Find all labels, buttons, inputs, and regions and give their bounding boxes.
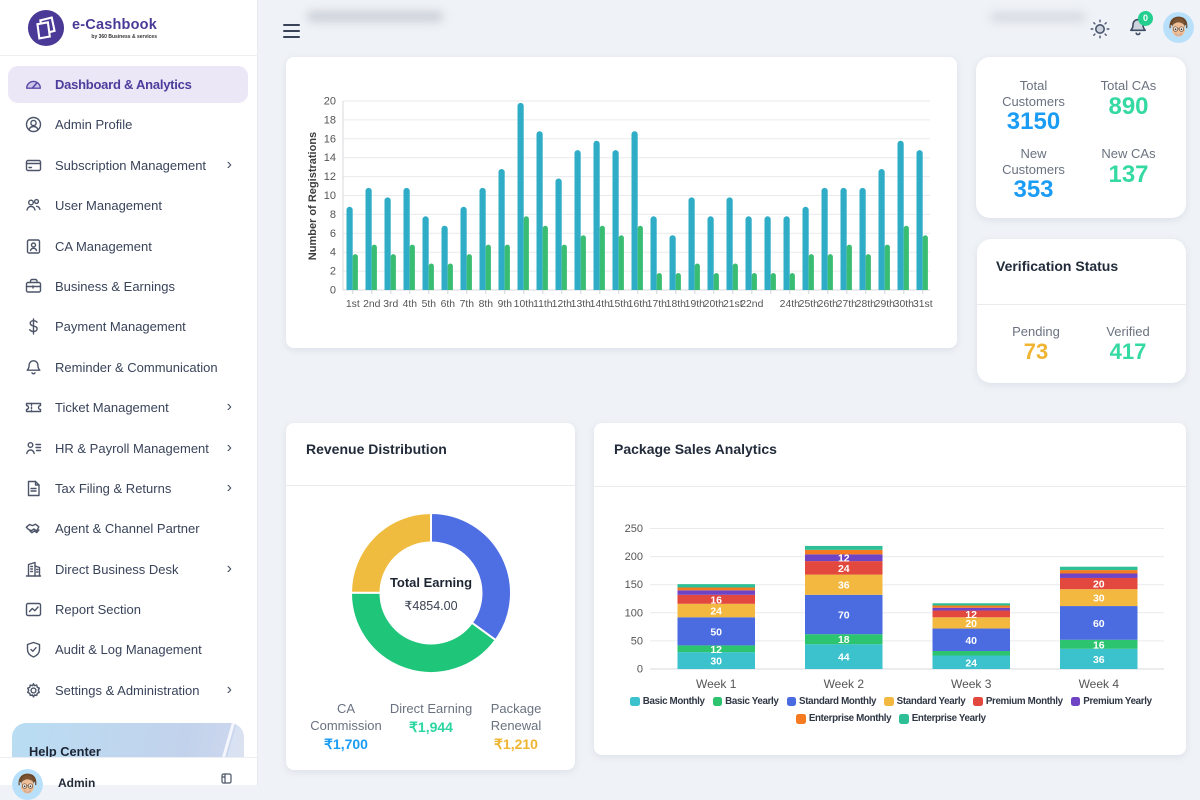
svg-text:12: 12: [838, 553, 850, 565]
svg-text:14: 14: [324, 152, 336, 164]
svg-text:24: 24: [710, 606, 722, 618]
svg-text:Week 2: Week 2: [824, 677, 865, 691]
svg-text:10: 10: [324, 190, 336, 202]
svg-text:200: 200: [625, 551, 643, 563]
svg-text:30: 30: [1093, 593, 1105, 605]
svg-text:1st: 1st: [346, 299, 360, 310]
svg-text:50: 50: [631, 635, 643, 647]
svg-text:10th: 10th: [514, 299, 534, 310]
svg-text:12: 12: [965, 609, 977, 621]
svg-text:5th: 5th: [422, 299, 437, 310]
svg-text:15th: 15th: [609, 299, 629, 310]
svg-text:6th: 6th: [441, 299, 456, 310]
svg-text:16: 16: [710, 594, 722, 606]
svg-text:100: 100: [625, 607, 643, 619]
svg-text:60: 60: [1093, 618, 1105, 630]
svg-text:8: 8: [330, 209, 336, 221]
svg-text:22nd: 22nd: [740, 299, 763, 310]
svg-text:20: 20: [965, 618, 977, 630]
svg-text:29th: 29th: [875, 299, 895, 310]
svg-text:0: 0: [637, 664, 643, 676]
svg-text:40: 40: [965, 635, 977, 647]
svg-text:11th: 11th: [533, 299, 553, 310]
svg-text:12th: 12th: [552, 299, 572, 310]
svg-text:50: 50: [710, 626, 722, 638]
svg-text:18: 18: [838, 634, 850, 646]
svg-text:4: 4: [330, 247, 336, 259]
svg-text:25th: 25th: [799, 299, 819, 310]
svg-text:16: 16: [324, 133, 336, 145]
svg-text:24th: 24th: [780, 299, 800, 310]
svg-text:70: 70: [838, 610, 850, 622]
svg-text:13th: 13th: [571, 299, 591, 310]
svg-text:20th: 20th: [704, 299, 724, 310]
svg-text:20: 20: [1093, 579, 1105, 591]
svg-text:Week 3: Week 3: [951, 677, 992, 691]
svg-text:16: 16: [1093, 639, 1105, 651]
svg-text:Number of Registrations: Number of Registrations: [307, 132, 319, 260]
svg-text:36: 36: [1093, 654, 1105, 666]
svg-text:19th: 19th: [685, 299, 705, 310]
svg-text:7th: 7th: [460, 299, 475, 310]
svg-text:36: 36: [838, 580, 850, 592]
svg-text:14th: 14th: [590, 299, 610, 310]
svg-text:2nd: 2nd: [363, 299, 381, 310]
svg-text:21st: 21st: [723, 299, 743, 310]
svg-text:24: 24: [965, 657, 977, 669]
svg-text:250: 250: [625, 523, 643, 535]
svg-text:30: 30: [710, 656, 722, 668]
svg-text:28th: 28th: [856, 299, 876, 310]
svg-text:12: 12: [710, 644, 722, 656]
svg-text:3rd: 3rd: [383, 299, 398, 310]
svg-text:2: 2: [330, 266, 336, 278]
svg-text:8th: 8th: [479, 299, 494, 310]
svg-text:30th: 30th: [894, 299, 914, 310]
svg-text:Week 1: Week 1: [696, 677, 737, 691]
svg-text:44: 44: [838, 652, 850, 664]
svg-text:4th: 4th: [403, 299, 418, 310]
svg-text:17th: 17th: [647, 299, 667, 310]
svg-text:18: 18: [324, 114, 336, 126]
svg-text:6: 6: [330, 228, 336, 240]
svg-text:27th: 27th: [837, 299, 857, 310]
svg-text:12: 12: [324, 171, 336, 183]
svg-text:18th: 18th: [666, 299, 686, 310]
svg-text:16th: 16th: [628, 299, 648, 310]
svg-text:24: 24: [838, 563, 850, 575]
svg-text:Week 4: Week 4: [1079, 677, 1120, 691]
svg-text:150: 150: [625, 579, 643, 591]
svg-text:9th: 9th: [498, 299, 513, 310]
svg-text:26th: 26th: [818, 299, 838, 310]
svg-text:31st: 31st: [913, 299, 933, 310]
svg-text:20: 20: [324, 96, 336, 108]
svg-text:0: 0: [330, 285, 336, 297]
